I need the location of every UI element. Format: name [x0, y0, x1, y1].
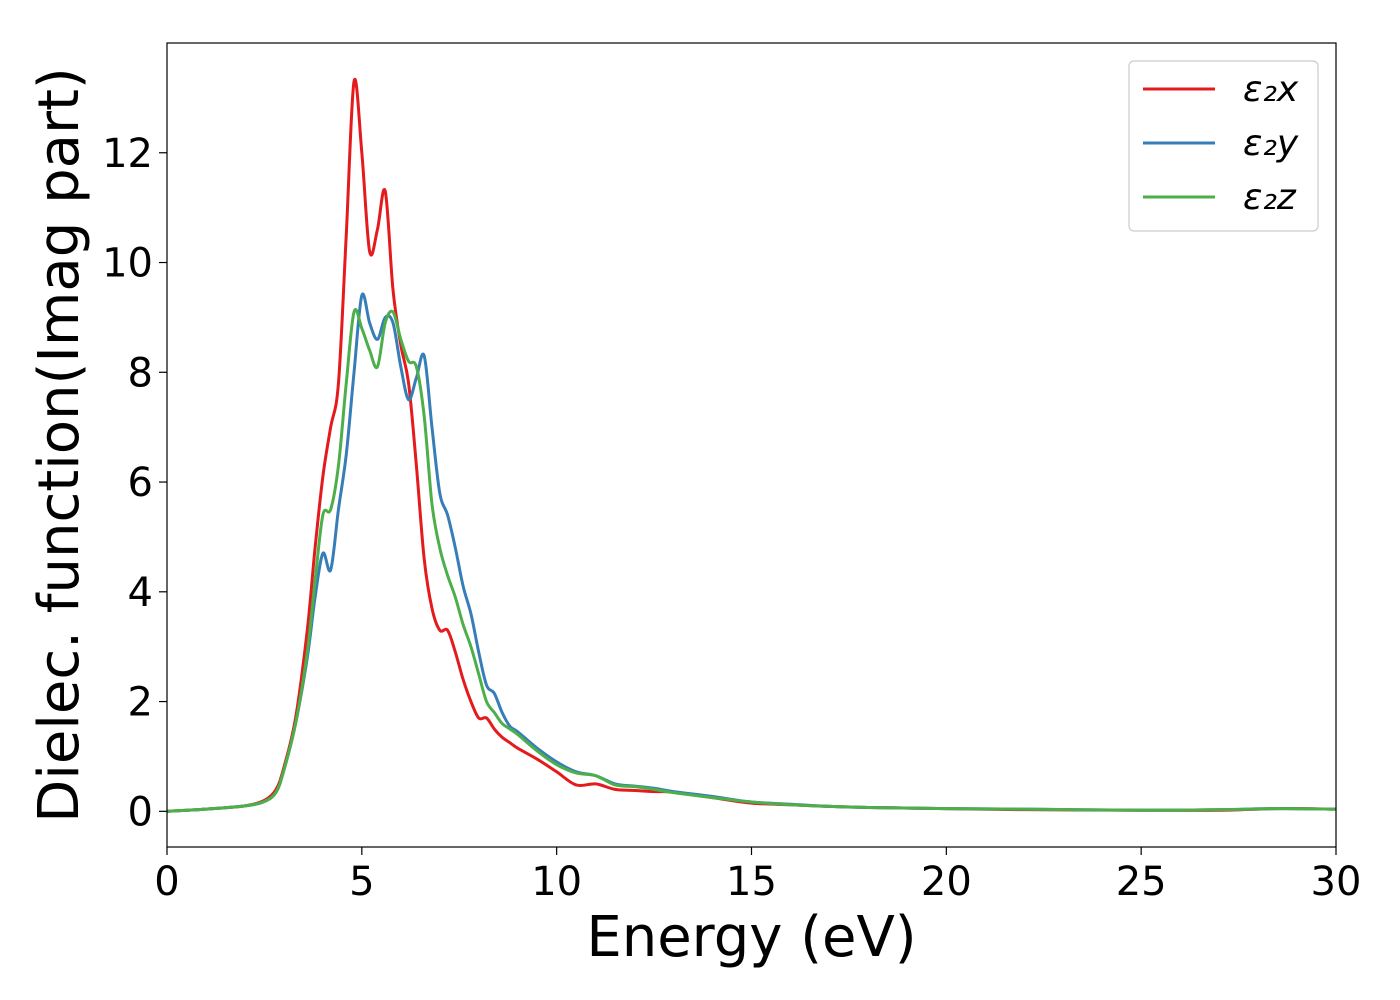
legend-entry: ε₂y [1143, 123, 1299, 164]
y-tick-label: 2 [128, 680, 153, 726]
series-line-2 [167, 292, 1336, 813]
legend-label: ε₂z [1243, 177, 1297, 218]
y-tick-label: 0 [128, 789, 153, 835]
y-tick-label: 10 [102, 241, 153, 287]
x-axis-ticks: 0 5 10 15 20 25 30 [154, 847, 1361, 905]
x-tick-label: 5 [349, 859, 374, 905]
plot-frame [166, 42, 1337, 848]
y-axis-label: Dielec. function(Imag part) [27, 67, 92, 823]
legend-label: ε₂y [1243, 123, 1299, 164]
x-tick-label: 10 [531, 859, 582, 905]
legend-entry: ε₂z [1143, 177, 1297, 218]
y-axis-ticks: 0 2 4 6 8 10 12 [102, 131, 167, 835]
x-tick-label: 15 [726, 859, 777, 905]
y-tick-label: 4 [128, 570, 153, 616]
x-tick-label: 0 [154, 859, 179, 905]
legend-box [1128, 60, 1319, 232]
x-tick-label: 20 [921, 859, 972, 905]
legend-label: ε₂x [1243, 69, 1299, 110]
x-tick-label: 25 [1116, 859, 1167, 905]
y-tick-label: 12 [102, 131, 153, 177]
x-axis-label: Energy (eV) [586, 905, 916, 970]
x-tick-label: 30 [1311, 859, 1362, 905]
legend-entries: ε₂x ε₂y ε₂z [1143, 69, 1299, 218]
plot-area [167, 77, 1336, 813]
legend: ε₂x ε₂y ε₂z [1128, 60, 1319, 232]
legend-entry: ε₂x [1143, 69, 1299, 110]
series-line-3 [167, 308, 1336, 813]
y-tick-label: 6 [128, 460, 153, 506]
y-tick-label: 8 [128, 350, 153, 396]
